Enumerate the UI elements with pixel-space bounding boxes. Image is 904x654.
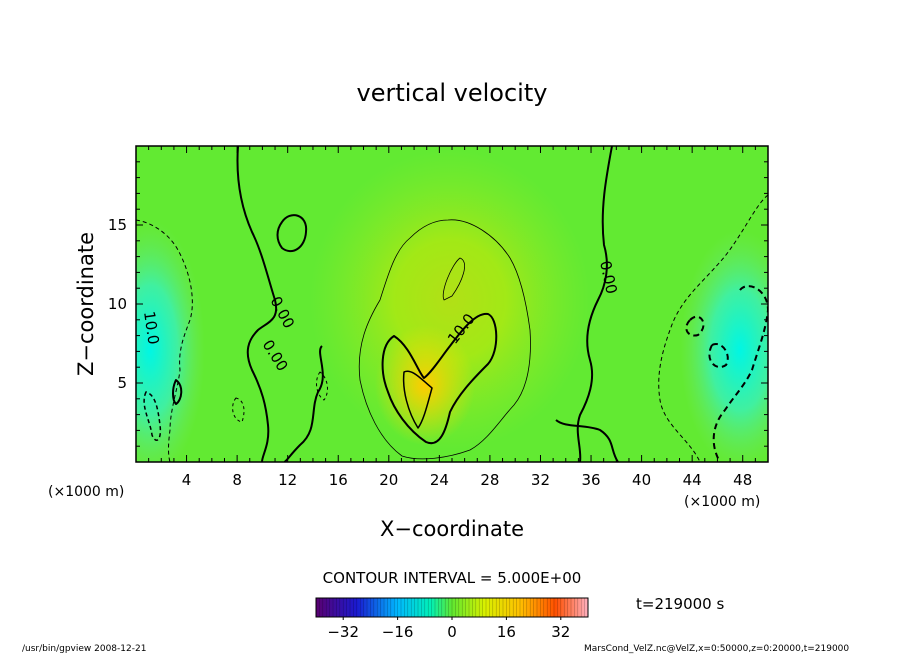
x-unit-left: (×1000 m) — [48, 484, 124, 500]
x-tick-label: 36 — [581, 471, 600, 489]
contour-zero-island-left — [172, 379, 183, 405]
contour-ten — [381, 312, 498, 445]
y-axis-title: Z−coordinate — [74, 232, 98, 376]
y-tick-label: 10 — [108, 295, 127, 313]
y-axis: 5 10 15 — [108, 161, 768, 447]
x-tick-label: 44 — [683, 471, 702, 489]
contour-zero-left — [236, 146, 278, 462]
x-tick-label: 48 — [733, 471, 752, 489]
x-tick-label: 20 — [379, 471, 398, 489]
x-tick-label: 16 — [329, 471, 348, 489]
contour-neg-right-inner — [685, 285, 768, 462]
contour-zero-right — [576, 146, 613, 462]
x-tick-label: 8 — [232, 471, 242, 489]
colorbar-segments — [319, 598, 585, 617]
colorbar: −32 −16 0 16 32 — [315, 597, 589, 641]
contour-interval-text: CONTOUR INTERVAL = 5.000E+00 — [323, 569, 582, 587]
contour-zero-mid2 — [555, 419, 619, 462]
contour-neg-left-inner — [143, 391, 162, 441]
x-axis-title: X−coordinate — [380, 517, 524, 541]
contour-label-5: 10.0 — [140, 310, 162, 346]
x-tick-label: 28 — [480, 471, 499, 489]
downdraft-right-fill — [680, 230, 768, 462]
contour-zero-mid — [283, 345, 324, 462]
x-tick-label: 4 — [182, 471, 192, 489]
x-tick-label: 40 — [632, 471, 651, 489]
colorbar-tick-label: 32 — [551, 623, 570, 641]
x-tick-label: 12 — [278, 471, 297, 489]
colorbar-tick-label: −32 — [327, 623, 359, 641]
contour-fifteen — [402, 370, 433, 429]
downdraft-left-fill — [136, 220, 205, 462]
chart-title: vertical velocity — [357, 79, 548, 107]
contour-five-inner — [442, 257, 465, 301]
footer-left: /usr/bin/gpview 2008-12-21 — [22, 644, 146, 654]
contour-neg-right — [658, 194, 768, 462]
contour-zero-island-top — [276, 214, 308, 253]
x-unit-right: (×1000 m) — [684, 494, 760, 510]
x-axis: 4 8 12 16 20 24 28 32 36 40 44 48 — [148, 146, 756, 489]
colorbar-tick-label: −16 — [382, 623, 414, 641]
colorbar-tick-label: 16 — [497, 623, 516, 641]
x-tick-label: 24 — [430, 471, 449, 489]
time-label: t=219000 s — [636, 595, 724, 613]
x-tick-label: 32 — [531, 471, 550, 489]
y-tick-label: 5 — [117, 374, 127, 392]
contour-neg-left — [136, 219, 193, 462]
colorbar-tick-label: 0 — [447, 623, 457, 641]
colorbar-ticks: −32 −16 0 16 32 — [327, 617, 570, 641]
contour-neg-mid — [232, 371, 328, 423]
velocity-field: 0.00 0.00 10.0 0.00 10.0 — [136, 146, 768, 462]
contour-five — [358, 219, 531, 460]
footer-right: MarsCond_VelZ.nc@VelZ,x=0:50000,z=0:2000… — [584, 644, 849, 654]
y-tick-label: 15 — [108, 216, 127, 234]
contour-neg-right-inner2 — [708, 343, 729, 368]
